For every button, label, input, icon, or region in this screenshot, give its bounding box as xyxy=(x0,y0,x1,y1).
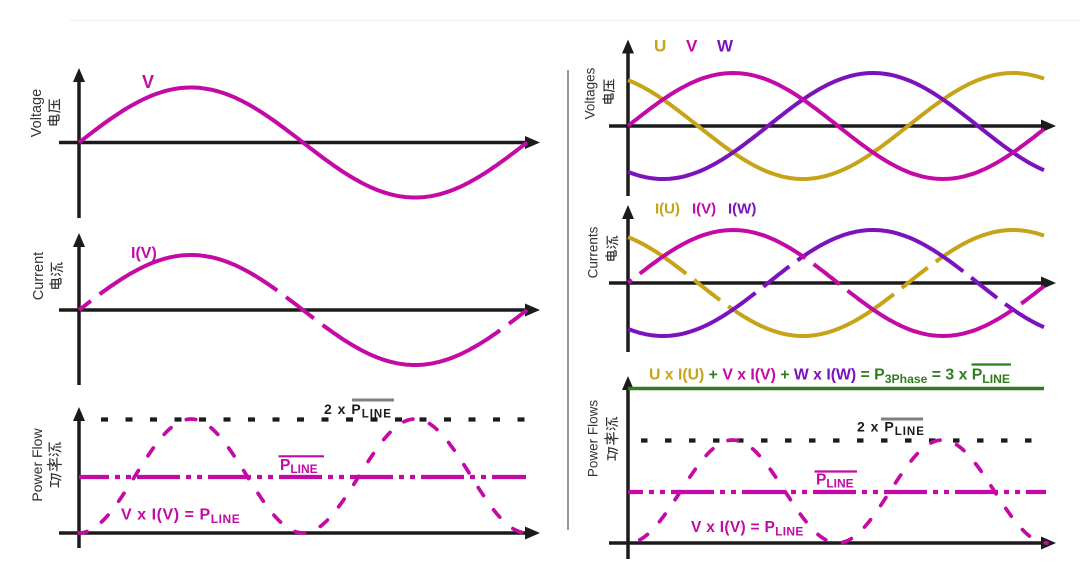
svg-text:PLINE: PLINE xyxy=(280,457,318,476)
svg-text:V: V xyxy=(142,72,154,92)
svg-text:V x I(V) = PLINE: V x I(V) = PLINE xyxy=(691,519,804,539)
svg-text:I(V): I(V) xyxy=(131,245,157,262)
svg-text:I(V): I(V) xyxy=(692,201,716,218)
svg-text:Power Flow: Power Flow xyxy=(29,428,45,502)
svg-text:I(W): I(W) xyxy=(728,201,756,218)
svg-text:W: W xyxy=(717,37,734,56)
svg-text:Voltage: Voltage xyxy=(29,89,45,137)
svg-text:Voltages: Voltages xyxy=(583,67,598,119)
svg-text:Current: Current xyxy=(31,252,47,300)
svg-text:PLINE: PLINE xyxy=(816,472,854,491)
svg-text:V x I(V) = PLINE: V x I(V) = PLINE xyxy=(121,507,240,527)
svg-text:Power Flows: Power Flows xyxy=(586,400,601,478)
svg-text:U x I(U) + V x I(V) + W x I(W): U x I(U) + V x I(V) + W x I(W) = P3Phase… xyxy=(649,367,1010,387)
svg-text:I(U): I(U) xyxy=(655,201,680,218)
svg-text:Currents: Currents xyxy=(586,226,601,278)
svg-text:V: V xyxy=(686,37,698,56)
svg-text:U: U xyxy=(654,37,666,56)
